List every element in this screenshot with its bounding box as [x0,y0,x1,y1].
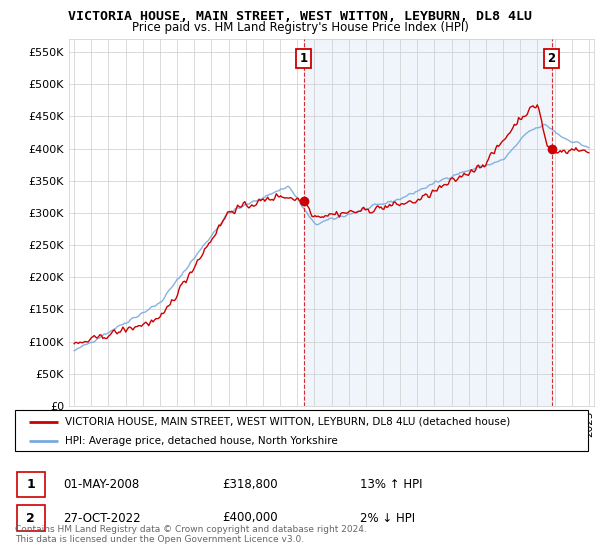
Text: 2% ↓ HPI: 2% ↓ HPI [360,511,415,525]
FancyBboxPatch shape [17,505,44,531]
FancyBboxPatch shape [15,410,588,451]
Text: 01-MAY-2008: 01-MAY-2008 [63,478,139,491]
FancyBboxPatch shape [17,472,44,497]
Text: 1: 1 [26,478,35,491]
Text: 1: 1 [299,52,308,65]
Text: 2: 2 [548,52,556,65]
Text: VICTORIA HOUSE, MAIN STREET, WEST WITTON, LEYBURN, DL8 4LU: VICTORIA HOUSE, MAIN STREET, WEST WITTON… [68,10,532,22]
Text: 27-OCT-2022: 27-OCT-2022 [63,511,140,525]
Text: 13% ↑ HPI: 13% ↑ HPI [360,478,422,491]
Text: Price paid vs. HM Land Registry's House Price Index (HPI): Price paid vs. HM Land Registry's House … [131,21,469,34]
Bar [304,39,551,406]
Text: Contains HM Land Registry data © Crown copyright and database right 2024.
This d: Contains HM Land Registry data © Crown c… [15,525,367,544]
Text: £400,000: £400,000 [222,511,278,525]
Text: £318,800: £318,800 [222,478,278,491]
Text: VICTORIA HOUSE, MAIN STREET, WEST WITTON, LEYBURN, DL8 4LU (detached house): VICTORIA HOUSE, MAIN STREET, WEST WITTON… [65,417,511,427]
Text: HPI: Average price, detached house, North Yorkshire: HPI: Average price, detached house, Nort… [65,436,338,446]
Text: 2: 2 [26,511,35,525]
